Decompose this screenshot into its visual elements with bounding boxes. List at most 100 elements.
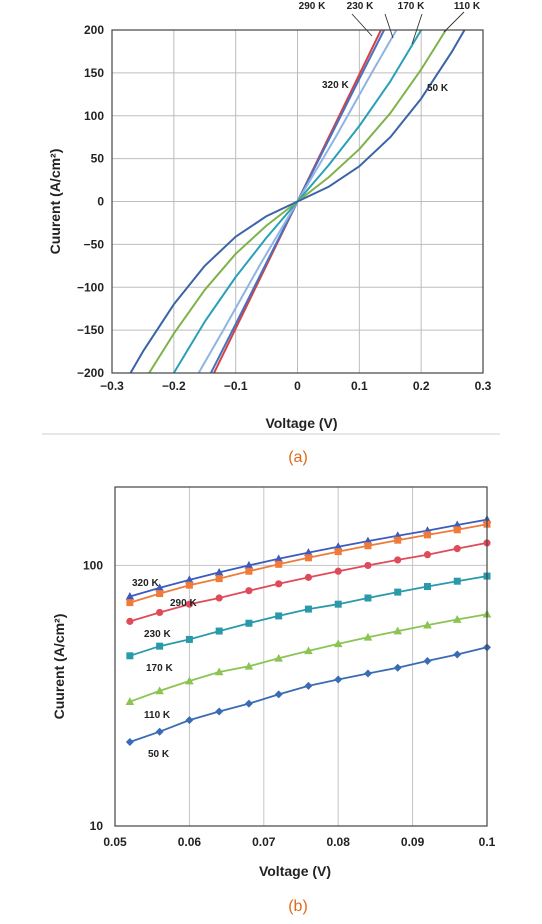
- data-point-110k: [333, 639, 343, 648]
- data-point-320k: [214, 567, 224, 576]
- data-point-110k: [125, 697, 135, 705]
- data-point-170k: [275, 612, 283, 620]
- data-point-170k: [185, 635, 193, 643]
- data-point-320k: [125, 591, 135, 600]
- x-axis-title: Voltage (V): [265, 415, 337, 431]
- y-tick-label: −50: [84, 237, 105, 251]
- data-point-170k: [453, 577, 461, 585]
- x-tick-label: 0.06: [178, 835, 202, 849]
- series-label-290k: 290 K: [170, 598, 197, 609]
- data-point-230k: [423, 551, 432, 559]
- x-tick-label: 0.05: [103, 835, 127, 849]
- data-point-290k: [215, 575, 223, 583]
- data-point-110k: [274, 653, 283, 662]
- y-tick-label: −200: [77, 366, 104, 380]
- data-point-230k: [334, 567, 342, 575]
- data-point-110k: [452, 615, 462, 623]
- x-tick-label: 0: [294, 379, 301, 393]
- x-tick-label: −0.3: [100, 379, 124, 393]
- data-point-290k: [394, 536, 402, 544]
- data-point-110k: [393, 626, 403, 635]
- data-point-50k: [244, 699, 253, 708]
- data-point-170k: [364, 594, 372, 602]
- data-point-170k: [423, 583, 431, 591]
- series-label-50k: 50 K: [148, 749, 170, 760]
- series-label-110k: 110 K: [144, 710, 171, 721]
- x-tick-label: 0.3: [475, 379, 492, 393]
- data-point-50k: [423, 656, 432, 665]
- data-point-50k: [453, 650, 462, 659]
- data-point-110k: [304, 646, 313, 655]
- data-point-290k: [126, 599, 134, 607]
- series-label-230k: 230 K: [144, 629, 171, 640]
- series-label-290k: 290 K: [299, 1, 326, 12]
- data-point-320k: [304, 548, 313, 556]
- series-label-320k: 320 K: [132, 578, 159, 589]
- data-point-320k: [185, 575, 194, 584]
- data-point-50k: [125, 738, 134, 747]
- data-point-170k: [156, 642, 164, 650]
- x-tick-label: −0.1: [224, 379, 248, 393]
- data-point-170k: [394, 588, 402, 596]
- data-point-290k: [156, 590, 164, 598]
- x-tick-label: 0.07: [252, 835, 276, 849]
- y-tick-label: 50: [91, 152, 105, 166]
- x-tick-label: 0.2: [413, 379, 430, 393]
- data-point-110k: [155, 686, 164, 695]
- data-point-230k: [126, 617, 134, 625]
- series-label-170k: 170 K: [146, 663, 173, 674]
- data-point-50k: [363, 669, 372, 678]
- data-point-320k: [155, 583, 164, 592]
- x-axis-title: Voltage (V): [259, 863, 331, 879]
- x-tick-label: 0.1: [351, 379, 368, 393]
- data-point-290k: [245, 567, 253, 575]
- plot-frame: [114, 486, 488, 827]
- data-point-230k: [364, 561, 372, 570]
- plot-frame: [111, 29, 484, 374]
- y-tick-label: 200: [84, 23, 104, 37]
- y-tick-label: 10: [90, 819, 104, 833]
- fit-line-50k: [129, 646, 488, 743]
- data-point-290k: [185, 581, 193, 589]
- data-point-170k: [245, 619, 253, 627]
- data-point-170k: [334, 600, 342, 608]
- data-point-230k: [275, 580, 283, 588]
- data-point-110k: [363, 632, 373, 641]
- y-tick-label: 150: [84, 66, 104, 80]
- fit-line-170k: [129, 575, 488, 657]
- data-point-290k: [304, 554, 312, 562]
- data-point-50k: [155, 727, 164, 736]
- series-label-170k: 170 K: [398, 1, 425, 12]
- chart-b: 0.05 0.06 0.07 0.08 0.09 0.1 10 100 Voltage (V) C…: [51, 486, 496, 915]
- data-point-290k: [334, 548, 342, 556]
- data-point-50k: [304, 681, 313, 690]
- series-label-50k: 50 K: [427, 83, 449, 94]
- data-point-170k: [126, 652, 134, 660]
- data-point-320k: [333, 542, 343, 551]
- data-point-230k: [453, 545, 461, 553]
- data-point-290k: [275, 560, 283, 568]
- data-point-110k: [423, 620, 432, 629]
- x-tick-label: 0.08: [327, 835, 351, 849]
- data-point-230k: [156, 608, 164, 617]
- chart-a: −0.3 −0.2 −0.1 0 0.1 0.2 0.3 −200 −150 −100 −50 0 50…: [47, 1, 492, 466]
- data-point-170k: [304, 605, 312, 613]
- data-point-170k: [215, 627, 223, 635]
- y-axis-title: Cuurent (A/cm²): [51, 614, 67, 720]
- data-point-290k: [453, 526, 461, 534]
- x-tick-label: −0.2: [162, 379, 186, 393]
- series-label-230k: 230 K: [347, 1, 374, 12]
- y-tick-label: 100: [84, 109, 104, 123]
- x-tick-label: 0.1: [479, 835, 496, 849]
- caption-a: (a): [288, 449, 308, 466]
- series-line-50k: [129, 30, 466, 373]
- data-point-290k: [364, 542, 372, 550]
- annotation-leader: [443, 11, 465, 33]
- data-point-50k: [334, 675, 343, 684]
- data-point-290k: [423, 531, 431, 539]
- data-point-320k: [274, 554, 283, 563]
- data-point-320k: [244, 560, 254, 569]
- annotation-leader: [351, 13, 373, 37]
- y-tick-label: −100: [77, 280, 104, 294]
